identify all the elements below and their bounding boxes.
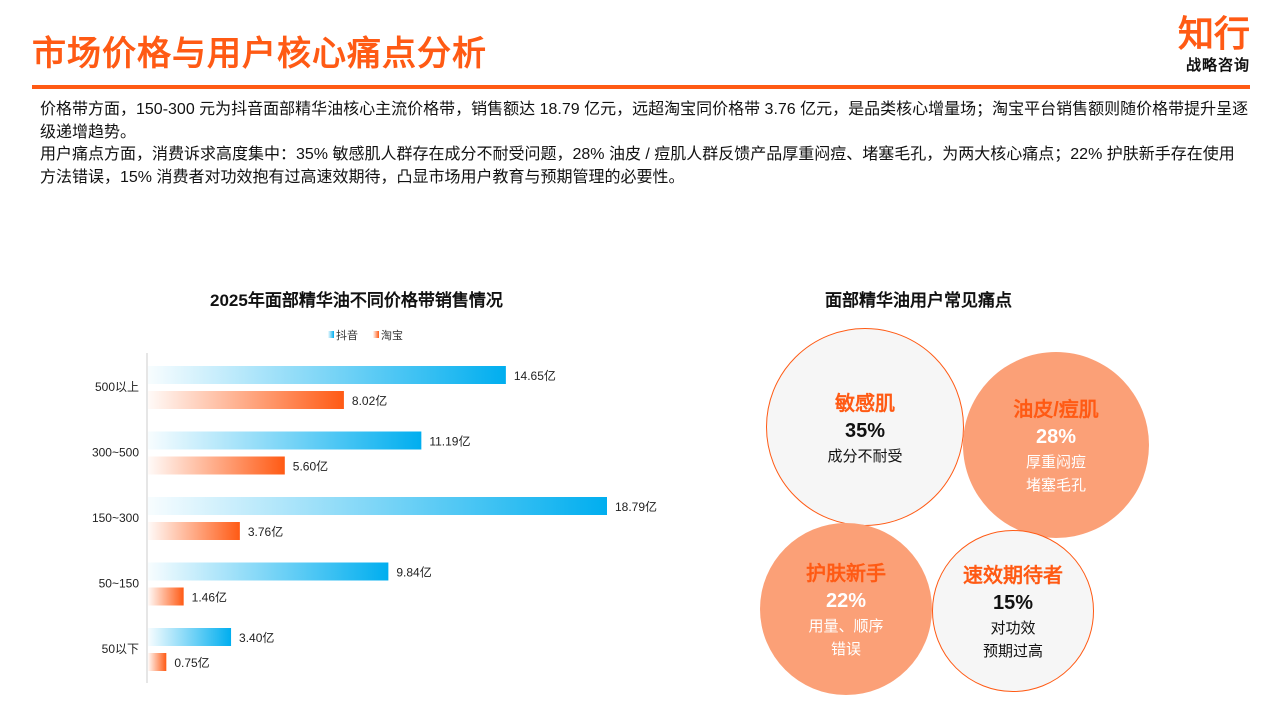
pain-point-circle: 速效期待者 15% 对功效 预期过高 [932, 530, 1094, 692]
pain-point-circle: 油皮/痘肌 28% 厚重闷痘 堵塞毛孔 [963, 352, 1149, 538]
chart-title: 2025年面部精华油不同价格带销售情况 [210, 291, 503, 310]
pain-point-desc: 成分不耐受 [827, 447, 903, 465]
data-label: 3.76亿 [248, 524, 283, 539]
bar-抖音 [148, 628, 232, 646]
bar-chart: 抖音 淘宝 500以上 14.65亿 8.02亿 300~500 11.19亿 5.60亿 15… [92, 328, 657, 683]
pain-point-name: 敏感肌 [835, 392, 895, 415]
summary-price: 价格带方面，150-300 元为抖音面部精华油核心主流价格带，销售额达 18.7… [40, 101, 1249, 141]
pain-points-title: 面部精华油用户常见痛点 [825, 291, 1012, 310]
category-label: 500以上 [95, 380, 139, 394]
bar-淘宝 [148, 653, 167, 671]
bar-淘宝 [148, 391, 344, 409]
bar-抖音 [148, 431, 422, 450]
data-label: 18.79亿 [615, 499, 657, 514]
bar-淘宝 [148, 587, 184, 606]
pain-point-name: 护肤新手 [806, 563, 886, 585]
category-label: 150~300 [92, 511, 139, 525]
data-label: 3.40亿 [239, 630, 274, 645]
logo-main: 知行 [1177, 13, 1250, 54]
bar-淘宝 [148, 456, 285, 475]
category-label: 300~500 [92, 446, 139, 460]
bar-抖音 [148, 497, 607, 515]
data-label: 1.46亿 [192, 590, 227, 605]
pain-point-percent: 15% [992, 592, 1034, 614]
pain-point-percent: 28% [1035, 426, 1077, 448]
pain-point-name: 油皮/痘肌 [1013, 399, 1099, 421]
category-label: 50~150 [99, 577, 140, 591]
data-label: 14.65亿 [514, 368, 556, 383]
pain-point-circle: 护肤新手 22% 用量、顺序 错误 [760, 523, 932, 695]
legend-swatch-0 [328, 331, 334, 338]
legend-label-0: 抖音 [336, 328, 358, 342]
pain-point-percent: 35% [844, 419, 886, 442]
category-label: 50以下 [102, 642, 139, 656]
bar-抖音 [148, 366, 506, 384]
pain-point-desc: 厚重闷痘 堵塞毛孔 [1025, 454, 1086, 494]
data-label: 5.60亿 [293, 459, 328, 474]
title-divider [32, 85, 1250, 89]
logo: 知行 战略咨询 [1178, 14, 1250, 75]
pain-point-circle: 敏感肌 35% 成分不耐受 [766, 328, 964, 526]
logo-sub: 战略咨询 [1185, 57, 1250, 74]
page-title: 市场价格与用户核心痛点分析 [32, 35, 487, 73]
legend-label-1: 淘宝 [381, 328, 403, 342]
data-label: 9.84亿 [396, 565, 431, 580]
pain-point-desc: 对功效 预期过高 [982, 620, 1043, 660]
data-label: 11.19亿 [429, 434, 470, 449]
pain-point-percent: 22% [825, 590, 867, 612]
bar-淘宝 [148, 522, 240, 540]
legend-swatch-1 [373, 331, 379, 338]
data-label: 0.75亿 [174, 655, 209, 670]
pain-point-name: 速效期待者 [963, 565, 1063, 587]
summary-text: 价格带方面，150-300 元为抖音面部精华油核心主流价格带，销售额达 18.7… [40, 99, 1250, 189]
bar-抖音 [148, 562, 389, 581]
data-label: 8.02亿 [352, 393, 387, 408]
pain-point-desc: 用量、顺序 错误 [808, 618, 884, 658]
summary-pain: 用户痛点方面，消费诉求高度集中：35% 敏感肌人群存在成分不耐受问题，28% 油… [40, 146, 1235, 186]
